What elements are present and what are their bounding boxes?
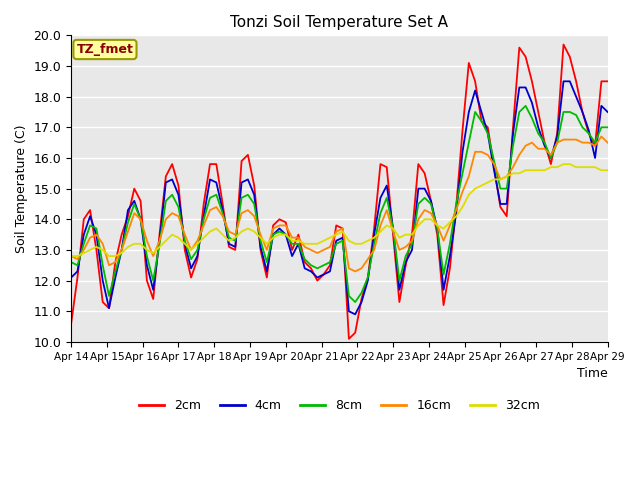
Line: 16cm: 16cm <box>71 136 608 271</box>
4cm <box>604 109 612 115</box>
2cm <box>345 336 353 342</box>
8cm <box>326 259 334 265</box>
2cm <box>559 42 567 48</box>
2cm <box>484 124 492 130</box>
8cm <box>124 219 132 225</box>
32cm <box>67 253 75 259</box>
2cm <box>80 216 88 222</box>
X-axis label: Time: Time <box>577 367 608 380</box>
32cm <box>326 235 334 240</box>
2cm <box>528 78 536 84</box>
2cm <box>124 213 132 219</box>
Title: Tonzi Soil Temperature Set A: Tonzi Soil Temperature Set A <box>230 15 449 30</box>
4cm <box>351 312 359 317</box>
32cm <box>604 168 612 173</box>
2cm <box>604 78 612 84</box>
8cm <box>604 124 612 130</box>
16cm <box>604 140 612 145</box>
4cm <box>326 268 334 274</box>
8cm <box>522 103 529 109</box>
Y-axis label: Soil Temperature (C): Soil Temperature (C) <box>15 124 28 253</box>
4cm <box>80 232 88 238</box>
Line: 8cm: 8cm <box>71 106 608 302</box>
32cm <box>124 244 132 250</box>
8cm <box>534 131 542 136</box>
4cm <box>67 275 75 280</box>
8cm <box>351 299 359 305</box>
8cm <box>80 241 88 247</box>
4cm <box>484 131 492 136</box>
16cm <box>93 232 100 238</box>
4cm <box>93 232 100 238</box>
2cm <box>93 247 100 253</box>
16cm <box>351 268 359 274</box>
4cm <box>124 207 132 213</box>
4cm <box>528 100 536 106</box>
32cm <box>93 244 100 250</box>
Text: TZ_fmet: TZ_fmet <box>77 43 133 56</box>
8cm <box>93 226 100 231</box>
8cm <box>484 131 492 136</box>
16cm <box>528 140 536 145</box>
32cm <box>80 250 88 256</box>
32cm <box>477 183 485 189</box>
8cm <box>67 259 75 265</box>
16cm <box>80 247 88 253</box>
16cm <box>326 244 334 250</box>
16cm <box>484 152 492 158</box>
16cm <box>124 228 132 234</box>
Line: 2cm: 2cm <box>71 45 608 339</box>
2cm <box>326 263 334 268</box>
Line: 32cm: 32cm <box>71 164 608 256</box>
2cm <box>67 321 75 326</box>
32cm <box>559 161 567 167</box>
16cm <box>598 133 605 139</box>
4cm <box>559 78 567 84</box>
32cm <box>522 168 529 173</box>
16cm <box>67 253 75 259</box>
Legend: 2cm, 4cm, 8cm, 16cm, 32cm: 2cm, 4cm, 8cm, 16cm, 32cm <box>134 394 545 417</box>
Line: 4cm: 4cm <box>71 81 608 314</box>
